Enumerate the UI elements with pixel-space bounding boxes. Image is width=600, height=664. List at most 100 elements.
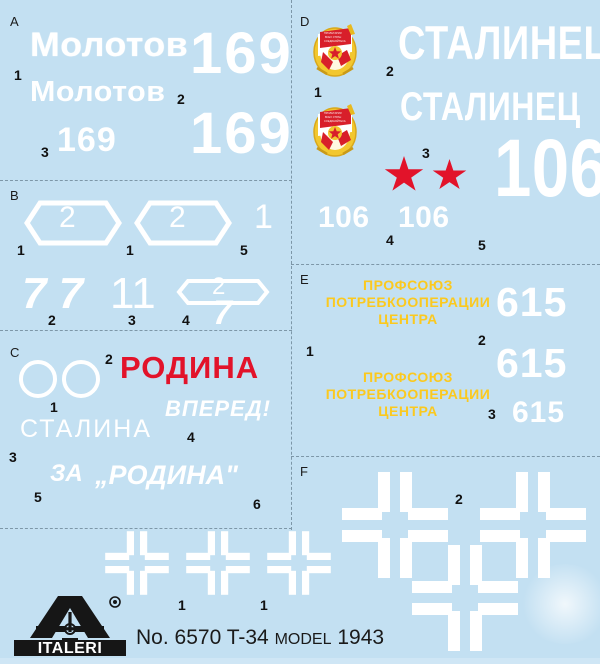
balkenkreuz-small-1[interactable]	[104, 530, 170, 596]
divider-d-e	[291, 264, 600, 265]
decal-169-small[interactable]: 169	[57, 121, 117, 159]
model-word: Model	[274, 631, 332, 648]
section-label-d: D	[300, 14, 310, 29]
index-b-1: 1	[17, 242, 25, 258]
index-c-6: 6	[253, 496, 261, 512]
index-a-2: 2	[177, 91, 185, 107]
svg-text:ПРОЛЕТАРИИ: ПРОЛЕТАРИИ	[324, 31, 342, 35]
index-f-2: 2	[455, 491, 463, 507]
divider-b-c	[0, 330, 292, 331]
profsoyuz-line-1: ПРОФСОЮЗ	[363, 277, 453, 293]
index-a-3: 3	[41, 144, 49, 160]
index-b-4: 4	[182, 312, 190, 328]
index-d-3: 3	[422, 145, 430, 161]
index-e-1: 1	[306, 343, 314, 359]
decal-number-7[interactable]: 7	[213, 294, 232, 332]
hexagon-outline-2[interactable]	[134, 200, 232, 246]
decal-hex-number-2[interactable]: 2	[169, 201, 186, 234]
balkenkreuz-small-3[interactable]	[266, 530, 332, 596]
index-d-2: 2	[386, 63, 394, 79]
profsoyuz2-line-1: ПРОФСОЮЗ	[363, 369, 453, 385]
decal-106-a[interactable]: 106	[318, 201, 370, 234]
index-a-1: 1	[14, 67, 22, 83]
kit-number: 6570	[174, 626, 222, 649]
decal-stalinec-1[interactable]: СТАЛИНЕЦ	[398, 17, 600, 70]
profsoyuz-line-2: ПОТРЕБКООПЕРАЦИИ	[325, 294, 491, 310]
index-c-1: 1	[50, 399, 58, 415]
index-b-3: 3	[128, 312, 136, 328]
decal-rodina-quoted[interactable]: „РОДИНА"	[95, 460, 238, 490]
section-label-b: B	[10, 188, 19, 203]
decal-vpered[interactable]: ВПЕРЕД!	[165, 396, 271, 421]
balkenkreuz-large-1[interactable]	[340, 470, 450, 580]
decal-615-a[interactable]: 615	[496, 279, 568, 325]
decal-number-1[interactable]: 1	[254, 198, 273, 236]
kit-title: No. 6570 T-34 Model 1943	[136, 626, 384, 650]
index-c-2: 2	[105, 351, 113, 367]
bottom-band	[0, 658, 600, 664]
decal-hex-number-1[interactable]: 2	[59, 201, 76, 234]
ring-decal-1[interactable]	[19, 360, 57, 398]
svg-text:СОЕДИНЯЙТЕСЬ: СОЕДИНЯЙТЕСЬ	[324, 119, 346, 123]
index-f-1: 1	[178, 597, 186, 613]
section-label-f: F	[300, 464, 308, 479]
decal-profsoyuz-block-2[interactable]: ПРОФСОЮЗ ПОТРЕБКООПЕРАЦИИ ЦЕНТРА	[318, 370, 498, 418]
order-of-red-banner-medal-1[interactable]: ПРОЛЕТАРИИ ВСЕХ СТРАН СОЕДИНЯЙТЕСЬ	[311, 22, 359, 78]
decal-169-large-1[interactable]: 169	[190, 21, 293, 86]
section-label-a: A	[10, 14, 19, 29]
decal-106-large[interactable]: 106	[494, 123, 600, 214]
profsoyuz2-line-2: ПОТРЕБКООПЕРАЦИИ	[325, 386, 491, 402]
balkenkreuz-small-2[interactable]	[185, 530, 251, 596]
balkenkreuz-large-3[interactable]	[410, 543, 520, 653]
hexagon-outline-3[interactable]	[176, 278, 270, 306]
profsoyuz2-line-3: ЦЕНТРА	[378, 403, 438, 419]
svg-text:ПРОЛЕТАРИИ: ПРОЛЕТАРИИ	[324, 111, 342, 115]
kit-year: 1943	[337, 626, 385, 649]
footer: ITALERI No. 6570 T-34 Model 1943	[0, 594, 600, 664]
red-star-2[interactable]	[432, 159, 467, 190]
section-label-e: E	[300, 272, 309, 287]
decal-stalinec-2[interactable]: СТАЛИНЕЦ	[400, 83, 581, 129]
index-f-1b: 1	[260, 597, 268, 613]
order-of-red-banner-medal-2[interactable]: ПРОЛЕТАРИИ ВСЕХ СТРАН СОЕДИНЯЙТЕСЬ	[311, 102, 359, 158]
decal-169-large-2[interactable]: 169	[190, 101, 293, 166]
decal-615-b[interactable]: 615	[496, 340, 568, 386]
decal-106-b[interactable]: 106	[398, 201, 450, 234]
index-d-1: 1	[314, 84, 322, 100]
index-c-4: 4	[187, 429, 195, 445]
decal-stalina[interactable]: СТАЛИНА	[20, 415, 152, 443]
divider-a-b	[0, 180, 292, 181]
decal-molotov-1[interactable]: Молотов	[30, 26, 189, 64]
divider-vertical-main	[291, 0, 292, 530]
index-b-1b: 1	[126, 242, 134, 258]
index-d-5: 5	[478, 237, 486, 253]
profsoyuz-line-3: ЦЕНТРА	[378, 311, 438, 327]
decal-profsoyuz-block-1[interactable]: ПРОФСОЮЗ ПОТРЕБКООПЕРАЦИИ ЦЕНТРА	[318, 278, 498, 326]
hexagon-outline-1[interactable]	[24, 200, 122, 246]
italeri-logo: ITALERI	[14, 594, 126, 656]
divider-e-f	[291, 456, 600, 457]
divider-c-bottom	[0, 528, 292, 529]
decal-rodina-red[interactable]: РОДИНА	[120, 350, 260, 385]
index-d-4: 4	[386, 232, 394, 248]
kit-no-prefix: No.	[136, 626, 169, 649]
decal-molotov-2[interactable]: Молотов	[30, 76, 166, 108]
index-e-3: 3	[488, 406, 496, 422]
index-c-5: 5	[34, 489, 42, 505]
svg-text:ВСЕХ СТРАН: ВСЕХ СТРАН	[325, 35, 341, 39]
index-c-3: 3	[9, 449, 17, 465]
balkenkreuz-large-2[interactable]	[478, 470, 588, 580]
section-label-c: C	[10, 345, 20, 360]
decal-hex-number-3[interactable]: 2	[212, 273, 226, 300]
svg-text:ITALERI: ITALERI	[38, 640, 103, 656]
svg-text:ВСЕХ СТРАН: ВСЕХ СТРАН	[325, 115, 341, 119]
sheet-glow	[520, 564, 600, 644]
decal-number-11[interactable]: 11	[110, 269, 156, 318]
index-e-2: 2	[478, 332, 486, 348]
decal-number-77[interactable]: 7 7	[22, 269, 84, 318]
decal-615-c[interactable]: 615	[512, 396, 566, 429]
decal-za[interactable]: ЗА	[50, 460, 83, 487]
ring-decal-2[interactable]	[62, 360, 100, 398]
red-star-1[interactable]	[384, 156, 424, 191]
